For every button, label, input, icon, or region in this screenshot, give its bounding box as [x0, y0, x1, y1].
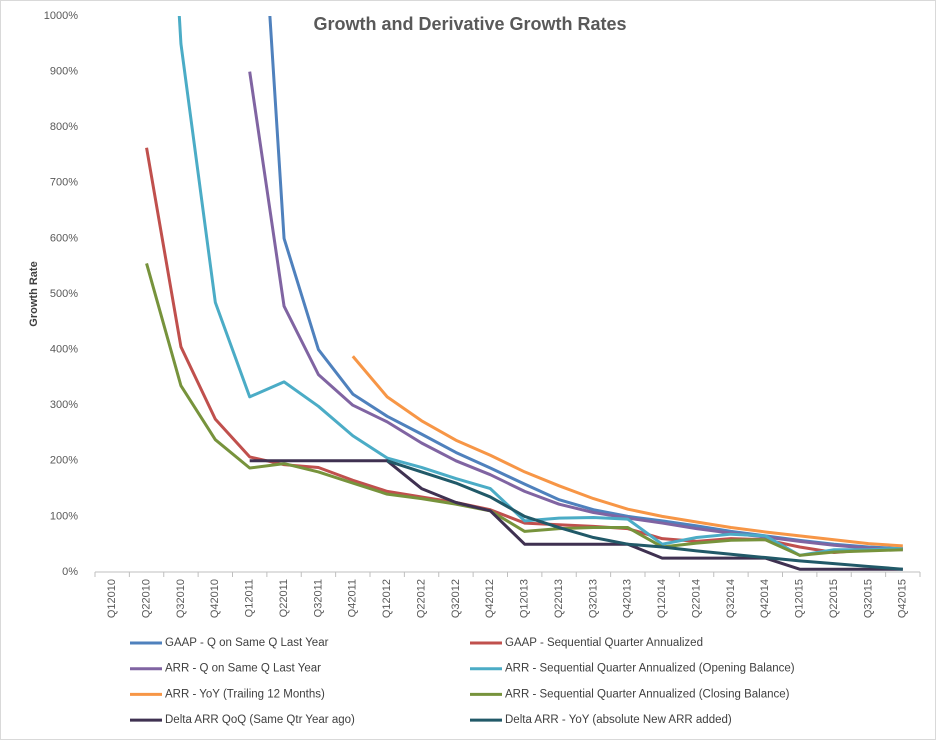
- x-tick-label: Q42011: [347, 579, 359, 617]
- legend-label: ARR - YoY (Trailing 12 Months): [165, 688, 325, 700]
- legend-label: GAAP - Sequential Quarter Annualized: [505, 637, 703, 649]
- x-tick-label: Q42012: [484, 579, 496, 618]
- y-tick-label: 700%: [50, 177, 78, 189]
- x-tick-label: Q42010: [209, 579, 221, 618]
- y-tick-label: 0%: [62, 566, 78, 578]
- y-tick-label: 300%: [50, 399, 78, 411]
- series-line: [248, 71, 903, 552]
- legend-label: ARR - Q on Same Q Last Year: [165, 663, 321, 675]
- x-tick-label: Q22011: [278, 579, 290, 617]
- y-tick-label: 800%: [50, 121, 78, 133]
- x-tick-label: Q22010: [140, 579, 152, 618]
- legend-label: ARR - Sequential Quarter Annualized (Clo…: [505, 688, 790, 700]
- x-tick-label: Q32014: [725, 579, 737, 618]
- x-tick-label: Q32010: [175, 579, 187, 618]
- x-tick-label: Q12012: [381, 579, 393, 618]
- series-line: [386, 459, 903, 571]
- x-tick-label: Q12010: [106, 579, 118, 618]
- y-tick-label: 500%: [50, 288, 78, 300]
- x-tick-label: Q32011: [312, 579, 324, 617]
- series-line: [177, 16, 903, 557]
- y-axis-label: Growth Rate: [28, 261, 40, 326]
- chart-title: Growth and Derivative Growth Rates: [313, 14, 626, 34]
- series-line: [351, 355, 903, 548]
- x-tick-label: Q42015: [897, 579, 909, 618]
- x-tick-label: Q12011: [244, 579, 256, 617]
- series-line: [249, 459, 903, 571]
- y-tick-label: 1000%: [44, 10, 78, 22]
- legend-label: Delta ARR QoQ (Same Qtr Year ago): [165, 714, 355, 726]
- legend-label: ARR - Sequential Quarter Annualized (Ope…: [505, 663, 795, 675]
- x-tick-label: Q22015: [828, 579, 840, 618]
- series-line: [145, 263, 903, 557]
- plot-area: [145, 16, 903, 571]
- x-tick-label: Q22014: [690, 579, 702, 618]
- x-tick-label: Q12013: [519, 579, 531, 618]
- y-tick-label: 400%: [50, 344, 78, 356]
- x-tick-label: Q12014: [656, 579, 668, 618]
- legend-label: GAAP - Q on Same Q Last Year: [165, 637, 329, 649]
- x-tick-label: Q12015: [794, 579, 806, 618]
- x-tick-label: Q32013: [587, 579, 599, 618]
- x-tick-label: Q32015: [862, 579, 874, 618]
- y-tick-label: 200%: [50, 455, 78, 467]
- y-tick-label: 600%: [50, 232, 78, 244]
- x-tick-label: Q42014: [759, 579, 771, 618]
- legend-label: Delta ARR - YoY (absolute New ARR added): [505, 714, 732, 726]
- y-tick-label: 100%: [50, 510, 78, 522]
- y-tick-label: 900%: [50, 66, 78, 78]
- x-tick-label: Q32012: [450, 579, 462, 618]
- x-tick-label: Q22012: [415, 579, 427, 618]
- x-tick-label: Q42013: [622, 579, 634, 618]
- x-tick-label: Q22013: [553, 579, 565, 618]
